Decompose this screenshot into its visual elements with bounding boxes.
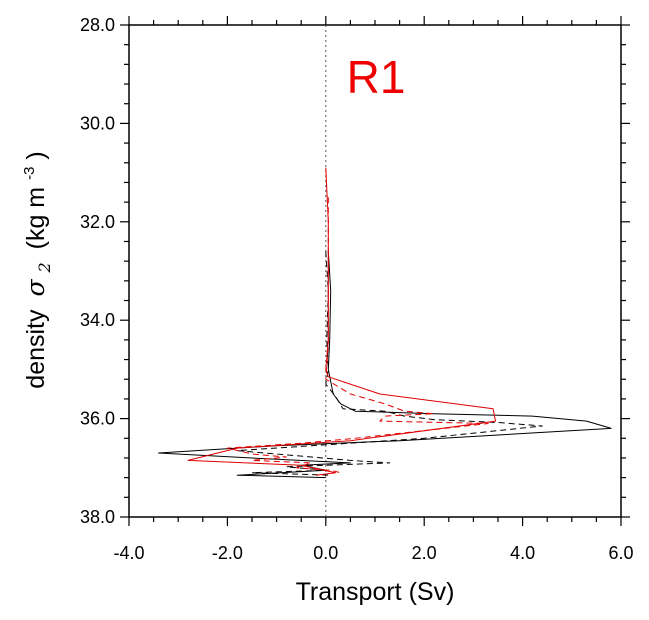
x-tick-label: 6.0 <box>608 543 633 563</box>
x-tick-labels: -4.0 -2.0 0.0 2.0 4.0 6.0 <box>113 543 633 563</box>
series-lines <box>158 167 612 479</box>
x-tick-label: -4.0 <box>113 543 144 563</box>
x-tick-label: -2.0 <box>212 543 243 563</box>
axis-ticks <box>120 16 630 526</box>
y-axis-prefix: density <box>22 309 50 389</box>
series-line-2 <box>236 251 543 476</box>
y-axis-unit-open: (kg m <box>22 187 50 250</box>
x-tick-label: 0.0 <box>313 543 338 563</box>
y-tick-label: 38.0 <box>80 507 115 527</box>
series-line-4 <box>226 197 489 474</box>
y-tick-label: 28.0 <box>80 15 115 35</box>
x-axis-title: Transport (Sv) <box>296 578 455 606</box>
series-line-3 <box>187 167 496 476</box>
y-axis-unit-exponent: -3 <box>21 167 38 180</box>
x-tick-label: 4.0 <box>510 543 535 563</box>
series-line-1 <box>158 251 612 479</box>
y-axis-title: density σ 2 (kg m -3 ) <box>12 151 56 388</box>
y-tick-label: 36.0 <box>80 409 115 429</box>
y-tick-labels: 28.0 30.0 32.0 34.0 36.0 38.0 <box>80 15 115 527</box>
y-axis-subscript: 2 <box>35 262 54 273</box>
y-tick-label: 34.0 <box>80 310 115 330</box>
y-tick-label: 30.0 <box>80 113 115 133</box>
y-axis-symbol: σ <box>21 279 50 297</box>
x-tick-label: 2.0 <box>412 543 437 563</box>
y-tick-label: 32.0 <box>80 212 115 232</box>
y-axis-unit-close: ) <box>22 151 50 159</box>
panel-label: R1 <box>347 51 406 103</box>
